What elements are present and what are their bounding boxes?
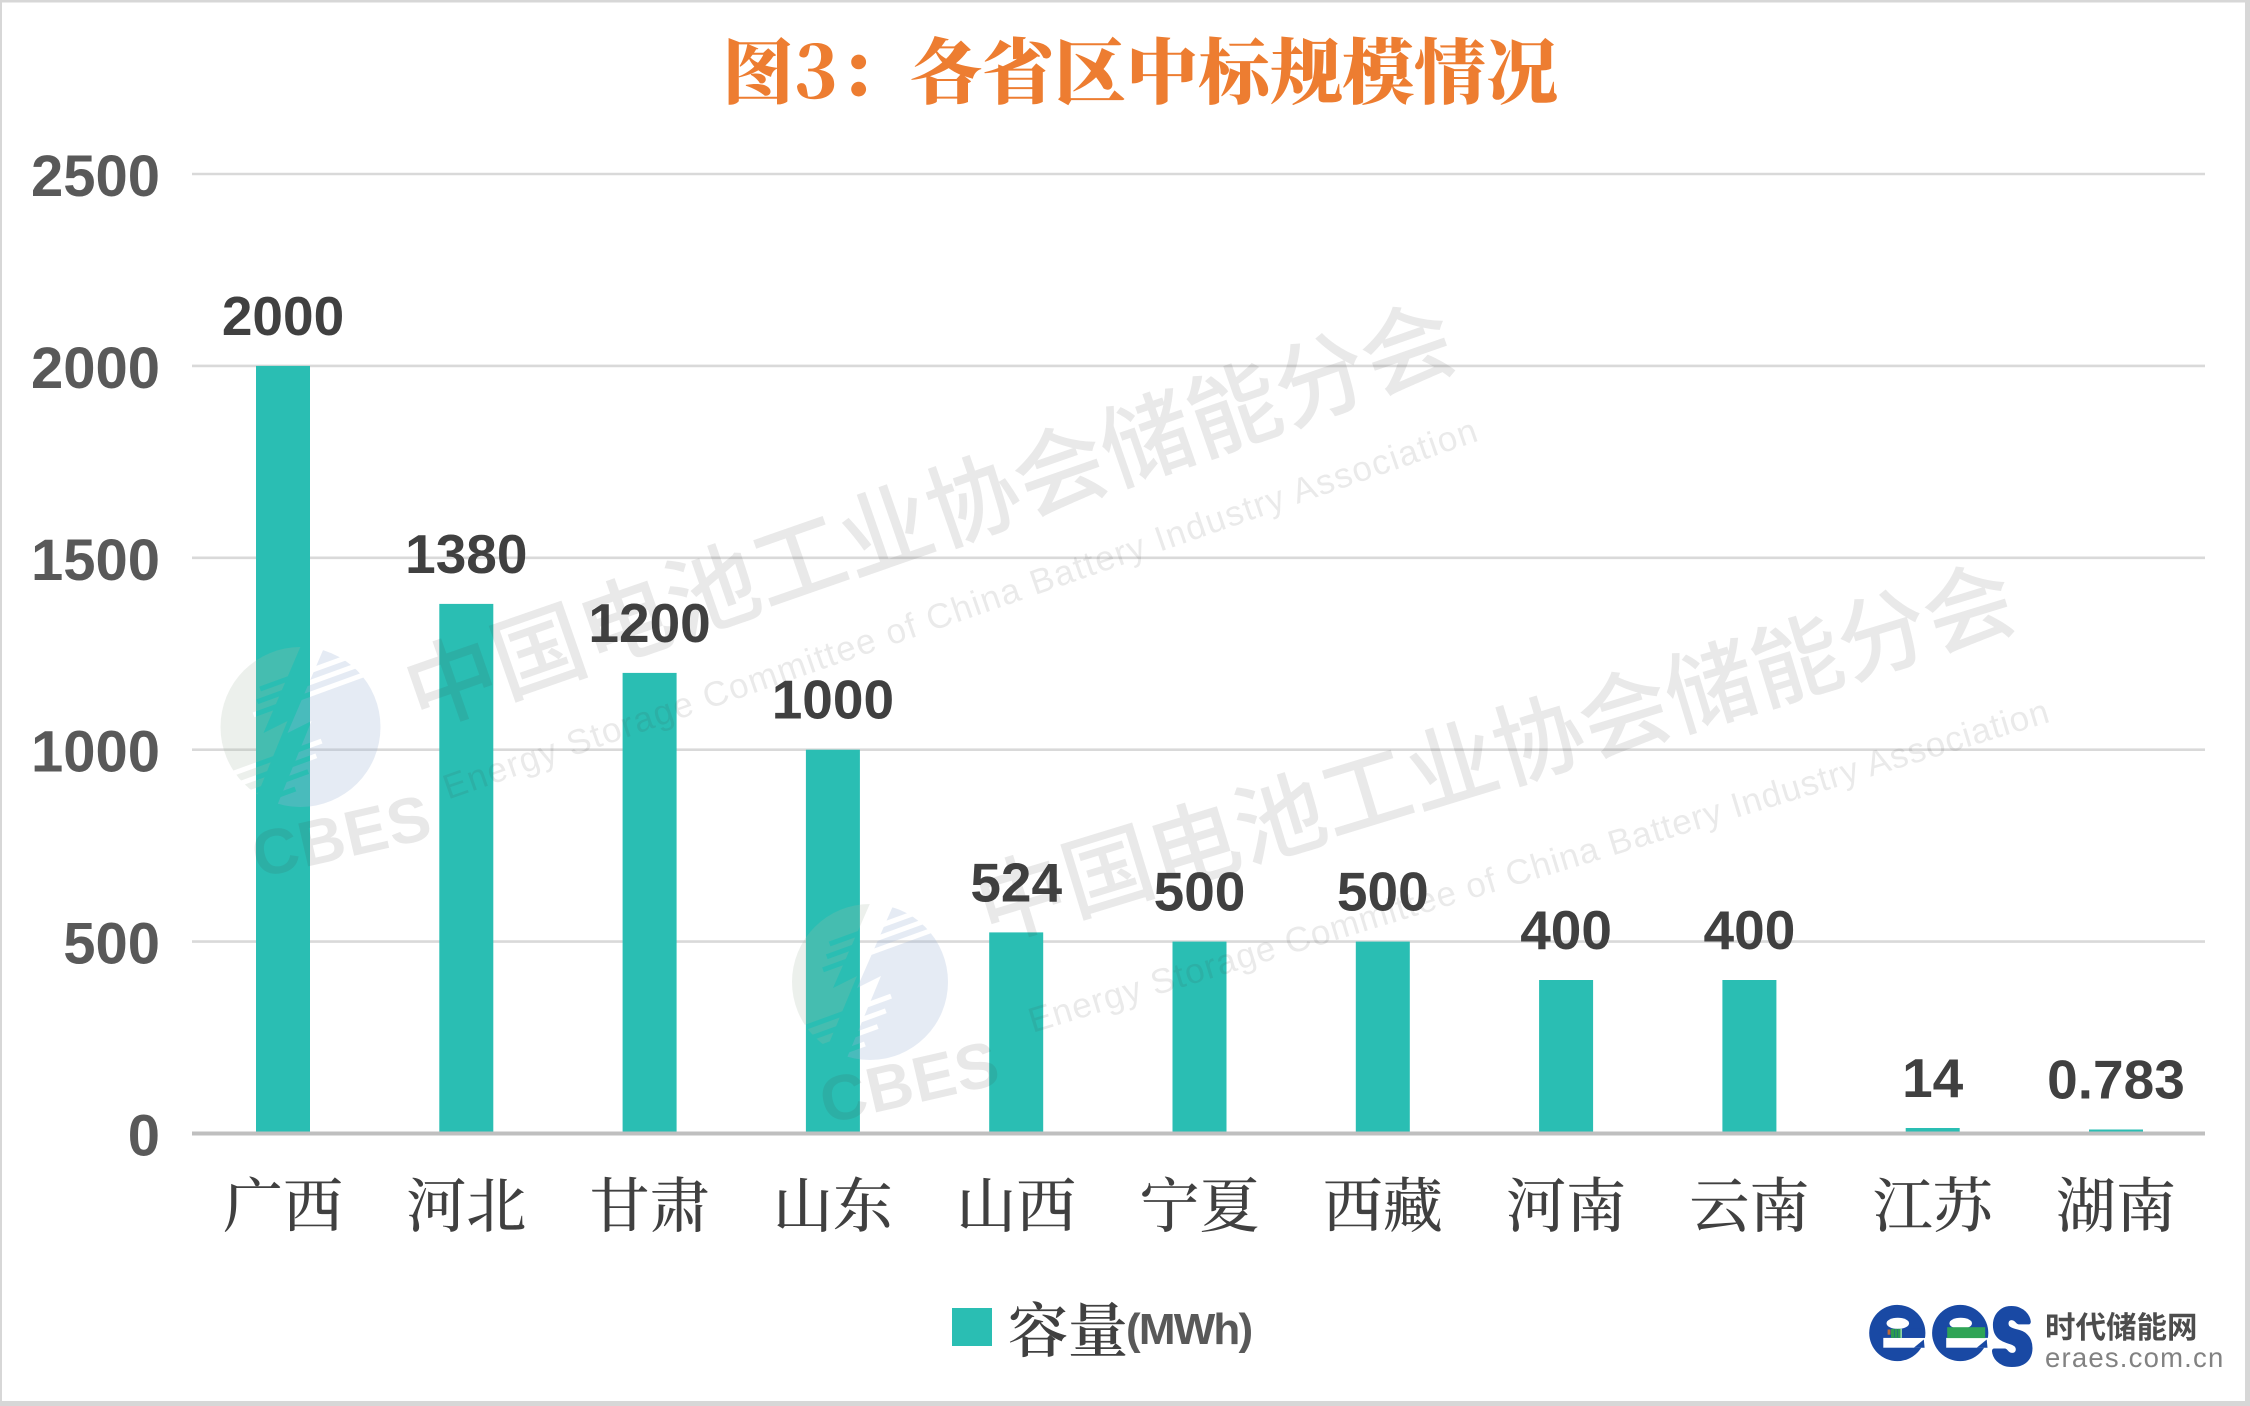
svg-text:eraes.com.cn: eraes.com.cn — [2045, 1342, 2224, 1373]
svg-text:1000: 1000 — [31, 720, 160, 785]
svg-text:1500: 1500 — [31, 528, 160, 593]
svg-text:0.783: 0.783 — [2047, 1049, 2185, 1111]
svg-text:2500: 2500 — [31, 144, 160, 209]
svg-text:500: 500 — [1154, 861, 1246, 923]
svg-text:400: 400 — [1520, 899, 1612, 961]
svg-text:2000: 2000 — [31, 336, 160, 401]
svg-text:500: 500 — [63, 912, 160, 977]
svg-text:0: 0 — [128, 1104, 160, 1169]
svg-text:1200: 1200 — [588, 592, 710, 654]
svg-text:1000: 1000 — [772, 669, 894, 731]
svg-text:524: 524 — [970, 851, 1062, 913]
svg-text:(MWh): (MWh) — [1126, 1305, 1252, 1354]
svg-text:500: 500 — [1337, 861, 1429, 923]
svg-text:2000: 2000 — [222, 285, 344, 347]
svg-text:1380: 1380 — [405, 523, 527, 585]
svg-text:14: 14 — [1902, 1047, 1964, 1109]
svg-text:400: 400 — [1704, 899, 1796, 961]
